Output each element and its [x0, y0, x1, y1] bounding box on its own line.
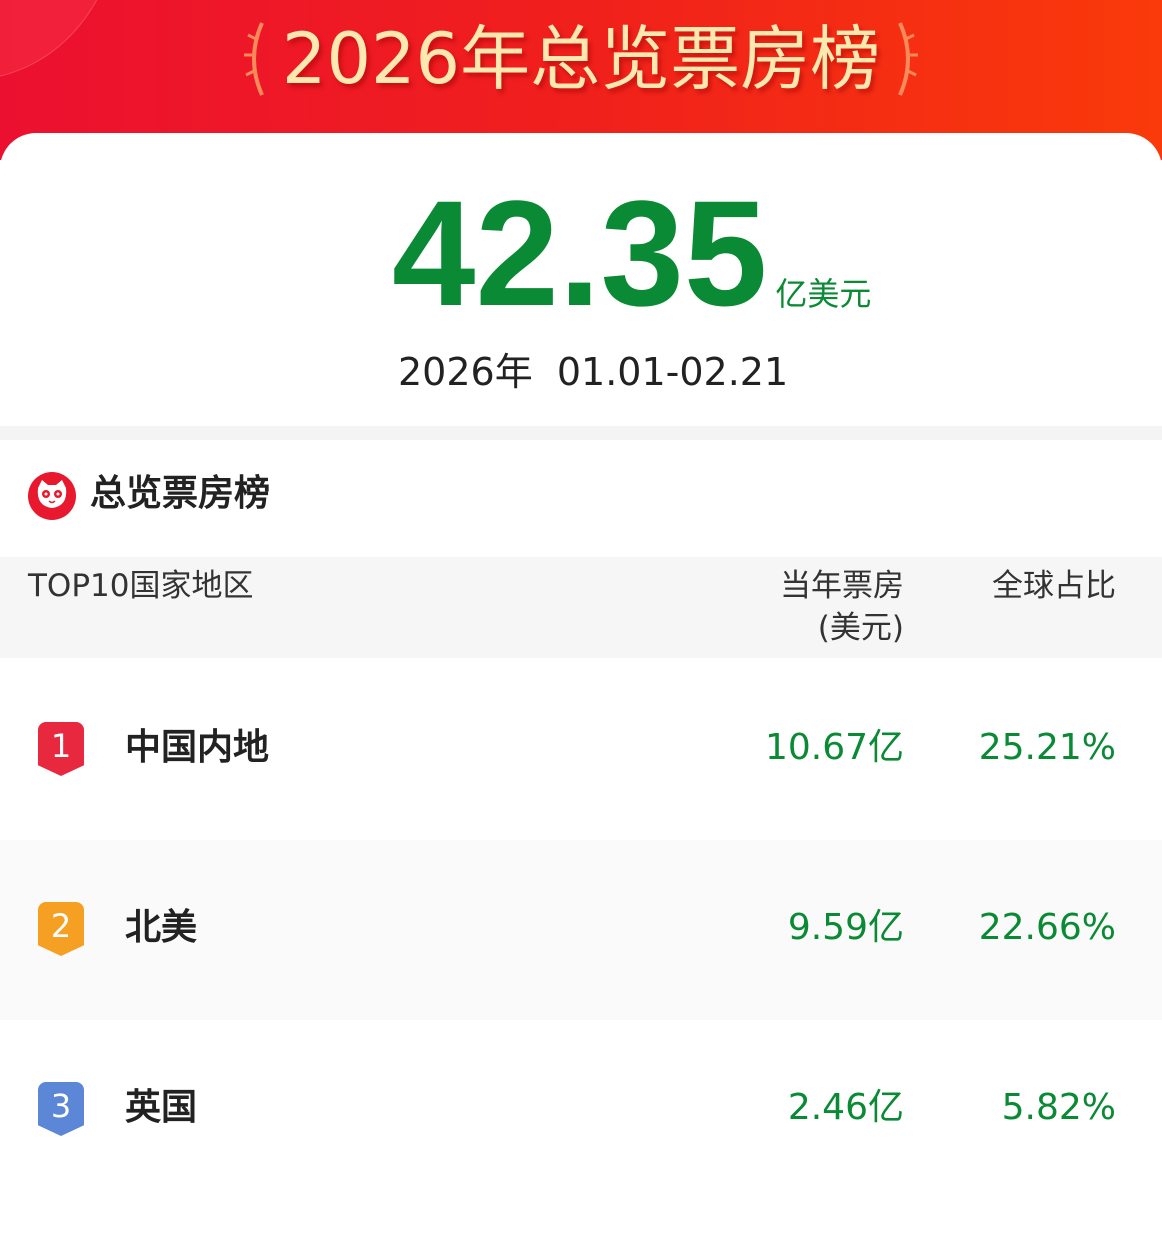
- maoyan-cat-logo-icon: [28, 472, 76, 520]
- box-office-value: 9.59亿: [787, 907, 904, 948]
- header-box-office-unit: (美元): [817, 610, 904, 646]
- table-row[interactable]: 1 中国内地 10.67亿 25.21%: [0, 660, 1162, 840]
- box-office-value: 2.46亿: [787, 1087, 904, 1128]
- banner-title-row: 2026年总览票房榜: [0, 14, 1162, 104]
- header-region: TOP10国家地区: [28, 568, 254, 604]
- table-row[interactable]: 2 北美 9.59亿 22.66%: [0, 840, 1162, 1020]
- table-row[interactable]: 3 英国 2.46亿 5.82%: [0, 1020, 1162, 1200]
- laurel-right-icon: [898, 22, 919, 96]
- region-name: 英国: [125, 1087, 198, 1128]
- banner-title: 2026年总览票房榜: [281, 17, 881, 100]
- table-header: TOP10国家地区 当年票房 (美元) 全球占比: [0, 557, 1162, 658]
- share-value: 25.21%: [978, 727, 1116, 768]
- share-value: 5.82%: [1001, 1087, 1116, 1128]
- total-box-office: 42.35: [392, 169, 768, 337]
- laurel-left-icon: [243, 22, 264, 96]
- share-value: 22.66%: [978, 907, 1116, 948]
- total-row: 42.35 亿美元: [392, 178, 871, 328]
- section-divider: [0, 426, 1162, 440]
- rank-badge-icon: 2: [38, 902, 84, 956]
- section-title: 总览票房榜: [90, 473, 271, 514]
- region-name: 北美: [125, 907, 198, 948]
- rank-badge-icon: 3: [38, 1082, 84, 1136]
- rank-badge-icon: 1: [38, 722, 84, 776]
- box-office-value: 10.67亿: [764, 727, 904, 768]
- region-name: 中国内地: [125, 727, 270, 768]
- total-unit: 亿美元: [775, 275, 872, 313]
- header-box-office: 当年票房: [780, 568, 904, 604]
- date-range: 2026年 01.01-02.21: [398, 350, 789, 394]
- header-share: 全球占比: [992, 568, 1116, 604]
